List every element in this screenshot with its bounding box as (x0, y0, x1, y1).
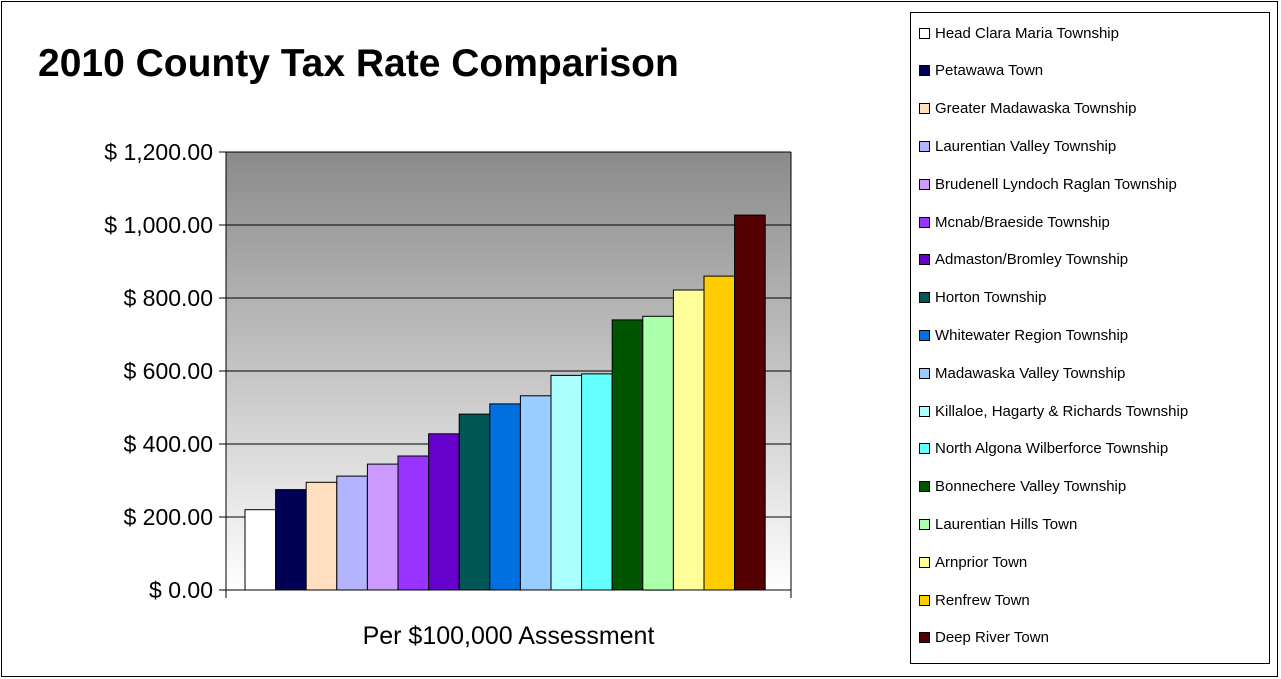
legend-item: Laurentian Valley Township (919, 136, 1116, 156)
legend-label: Deep River Town (935, 629, 1049, 647)
y-tick-label: $ 200.00 (123, 504, 213, 530)
legend-item: Deep River Town (919, 628, 1049, 648)
legend-swatch (919, 594, 930, 606)
legend-item: Horton Township (919, 288, 1046, 308)
legend-swatch (919, 27, 930, 39)
legend-swatch (919, 443, 930, 455)
y-tick-label: $ 600.00 (123, 358, 213, 384)
y-tick-label: $ 0.00 (149, 577, 213, 603)
legend-item: Renfrew Town (919, 590, 1030, 610)
legend-label: Laurentian Hills Town (935, 515, 1078, 533)
legend-swatch (919, 481, 930, 493)
bar-deep-river-town (734, 214, 766, 591)
legend-label: Whitewater Region Township (935, 326, 1129, 344)
legend-swatch (919, 632, 930, 644)
legend-item: Greater Madawaska Township (919, 99, 1137, 119)
legend-item: Arnprior Town (919, 552, 1027, 572)
legend-swatch (919, 65, 930, 77)
bar-laurentian-hills-town (642, 315, 674, 591)
bar-admaston-bromley-township (428, 433, 460, 591)
legend-label: Laurentian Valley Township (935, 137, 1117, 155)
legend-swatch (919, 329, 930, 341)
legend-label: Mcnab/Braeside Township (935, 213, 1110, 231)
bar-head-clara-maria-township (244, 509, 277, 591)
legend-label: North Algona Wilberforce Township (935, 440, 1169, 458)
bar-laurentian-valley-township (336, 475, 368, 591)
legend-label: Head Clara Maria Township (935, 24, 1119, 42)
legend-item: Killaloe, Hagarty & Richards Township (919, 401, 1188, 421)
bar-madawaska-valley-township (519, 395, 552, 591)
legend-label: Arnprior Town (935, 553, 1028, 571)
legend-swatch (919, 216, 930, 228)
legend-swatch (919, 556, 930, 568)
bar-north-algona-wilberforce-township (581, 373, 613, 591)
y-tick-label: $ 400.00 (123, 431, 213, 457)
bar-bonnechere-valley-township (611, 319, 644, 591)
legend-swatch (919, 292, 930, 304)
bar-greater-madawaska-township (305, 481, 338, 591)
legend-item: Madawaska Valley Township (919, 363, 1125, 383)
legend-item: Laurentian Hills Town (919, 514, 1077, 534)
legend-swatch (919, 254, 930, 266)
y-tick-label: $ 1,000.00 (104, 212, 213, 238)
bar-whitewater-region-township (489, 403, 521, 591)
legend-item: North Algona Wilberforce Township (919, 439, 1168, 459)
bar-brudenell-lyndoch-raglan-township (366, 463, 399, 591)
legend-item: Petawawa Town (919, 61, 1043, 81)
legend-swatch (919, 518, 930, 530)
legend-item: Bonnechere Valley Township (919, 477, 1126, 497)
legend-swatch (919, 103, 930, 115)
y-tick-label: $ 800.00 (123, 285, 213, 311)
legend-swatch (919, 140, 930, 152)
legend-item: Head Clara Maria Township (919, 23, 1119, 43)
bar-renfrew-town (703, 275, 736, 591)
legend-label: Brudenell Lyndoch Raglan Township (935, 175, 1177, 193)
legend-label: Admaston/Bromley Township (935, 251, 1129, 269)
legend-label: Petawawa Town (935, 62, 1044, 80)
legend-item: Whitewater Region Township (919, 325, 1128, 345)
legend-swatch (919, 367, 930, 379)
legend-label: Killaloe, Hagarty & Richards Township (935, 402, 1189, 420)
legend-label: Horton Township (935, 289, 1047, 307)
legend-swatch (919, 405, 930, 417)
bar-mcnab-braeside-township (397, 455, 430, 591)
legend-label: Renfrew Town (935, 591, 1030, 609)
legend-label: Greater Madawaska Township (935, 100, 1137, 118)
bar-killaloe-hagarty-richards-township (550, 374, 583, 591)
legend-item: Admaston/Bromley Township (919, 250, 1128, 270)
bar-petawawa-town (275, 489, 307, 591)
legend-label: Bonnechere Valley Township (935, 478, 1127, 496)
legend-swatch (919, 178, 930, 190)
bar-arnprior-town (672, 289, 705, 591)
legend: Head Clara Maria Township Petawawa Town Gr… (910, 12, 1270, 664)
legend-label: Madawaska Valley Township (935, 364, 1126, 382)
y-tick-label: $ 1,200.00 (104, 139, 213, 165)
x-axis-label: Per $100,000 Assessment (363, 622, 655, 650)
legend-item: Brudenell Lyndoch Raglan Township (919, 174, 1177, 194)
bar-horton-township (458, 413, 491, 591)
chart-title: 2010 County Tax Rate Comparison (38, 42, 679, 85)
legend-item: Mcnab/Braeside Township (919, 212, 1110, 232)
